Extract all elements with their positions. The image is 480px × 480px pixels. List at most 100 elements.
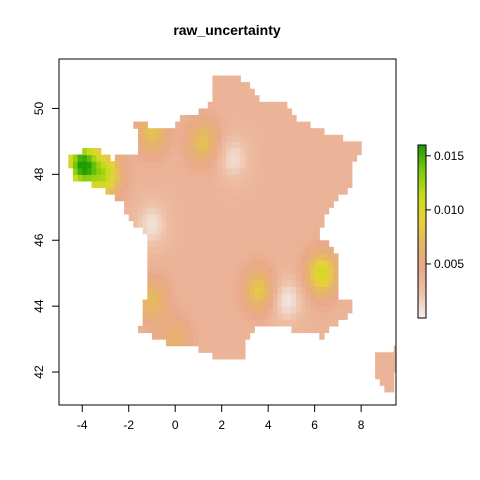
heat-cell <box>236 122 241 129</box>
heat-cell <box>171 319 176 326</box>
heat-cell <box>231 293 236 300</box>
heat-cell <box>129 155 134 162</box>
colorbar-segment <box>418 194 426 197</box>
heat-cell <box>240 168 245 175</box>
heat-cell <box>82 174 87 181</box>
heat-cell <box>282 273 287 280</box>
heat-cell <box>296 188 301 195</box>
heat-cell <box>138 168 143 175</box>
heat-cell <box>291 115 296 122</box>
heat-cell <box>268 234 273 241</box>
heat-cell <box>329 141 334 148</box>
heat-cell <box>194 188 199 195</box>
heat-cell <box>231 201 236 208</box>
heat-cell <box>324 174 329 181</box>
heat-cell <box>236 273 241 280</box>
chart-title: raw_uncertainty <box>173 22 281 38</box>
heat-cell <box>324 148 329 155</box>
heat-cell <box>236 148 241 155</box>
heat-cell <box>217 194 222 201</box>
heat-cell <box>240 339 245 346</box>
heat-cell <box>157 306 162 313</box>
heat-cell <box>143 214 148 221</box>
heat-cell <box>301 286 306 293</box>
heat-cell <box>157 214 162 221</box>
heat-cell <box>161 148 166 155</box>
heat-cell <box>208 155 213 162</box>
heat-cell <box>236 306 241 313</box>
heat-cell <box>347 161 352 168</box>
heat-cell <box>254 128 259 135</box>
heat-cell <box>185 240 190 247</box>
heat-cell <box>268 108 273 115</box>
heatmap-layer <box>68 75 399 392</box>
heat-cell <box>226 194 231 201</box>
heat-cell <box>310 227 315 234</box>
heat-cell <box>198 247 203 254</box>
heat-cell <box>212 188 217 195</box>
heat-cell <box>254 201 259 208</box>
heat-cell <box>254 267 259 274</box>
heat-cell <box>291 227 296 234</box>
heat-cell <box>315 188 320 195</box>
heat-cell <box>324 267 329 274</box>
heat-cell <box>222 135 227 142</box>
heat-cell <box>231 346 236 353</box>
heat-cell <box>264 135 269 142</box>
heat-cell <box>236 108 241 115</box>
heat-cell <box>147 253 152 260</box>
heat-cell <box>161 201 166 208</box>
heat-cell <box>208 135 213 142</box>
heat-cell <box>250 102 255 109</box>
heat-cell <box>212 346 217 353</box>
heat-cell <box>240 234 245 241</box>
heat-cell <box>124 207 129 214</box>
heat-cell <box>147 168 152 175</box>
heat-cell <box>259 207 264 214</box>
heat-cell <box>231 82 236 89</box>
heat-cell <box>101 181 106 188</box>
colorbar-segment <box>418 191 426 194</box>
heat-cell <box>287 168 292 175</box>
heat-cell <box>208 234 213 241</box>
heat-cell <box>389 385 394 392</box>
heat-cell <box>208 319 213 326</box>
heat-cell <box>236 339 241 346</box>
heat-cell <box>217 201 222 208</box>
heat-cell <box>259 253 264 260</box>
colorbar: 0.0050.0100.015 <box>418 145 464 319</box>
heat-cell <box>180 148 185 155</box>
heat-cell <box>175 339 180 346</box>
heat-cell <box>324 181 329 188</box>
heat-cell <box>254 253 259 260</box>
heat-cell <box>384 352 389 359</box>
heat-cell <box>171 273 176 280</box>
heat-cell <box>287 214 292 221</box>
heat-cell <box>226 247 231 254</box>
heat-cell <box>222 155 227 162</box>
heat-cell <box>222 352 227 359</box>
heat-cell <box>277 168 282 175</box>
heat-cell <box>157 253 162 260</box>
heat-cell <box>296 201 301 208</box>
heat-cell <box>264 300 269 307</box>
heat-cell <box>222 82 227 89</box>
heat-cell <box>236 161 241 168</box>
heat-cell <box>147 280 152 287</box>
heat-cell <box>282 293 287 300</box>
heat-cell <box>171 286 176 293</box>
heat-cell <box>189 128 194 135</box>
heat-cell <box>171 207 176 214</box>
heat-cell <box>226 260 231 267</box>
heat-cell <box>185 339 190 346</box>
heat-cell <box>180 188 185 195</box>
colorbar-segment <box>418 145 426 148</box>
heat-cell <box>277 174 282 181</box>
heat-cell <box>175 286 180 293</box>
heat-cell <box>161 273 166 280</box>
heat-cell <box>175 148 180 155</box>
heat-cell <box>277 161 282 168</box>
heat-cell <box>240 260 245 267</box>
heat-cell <box>203 148 208 155</box>
heat-cell <box>310 141 315 148</box>
